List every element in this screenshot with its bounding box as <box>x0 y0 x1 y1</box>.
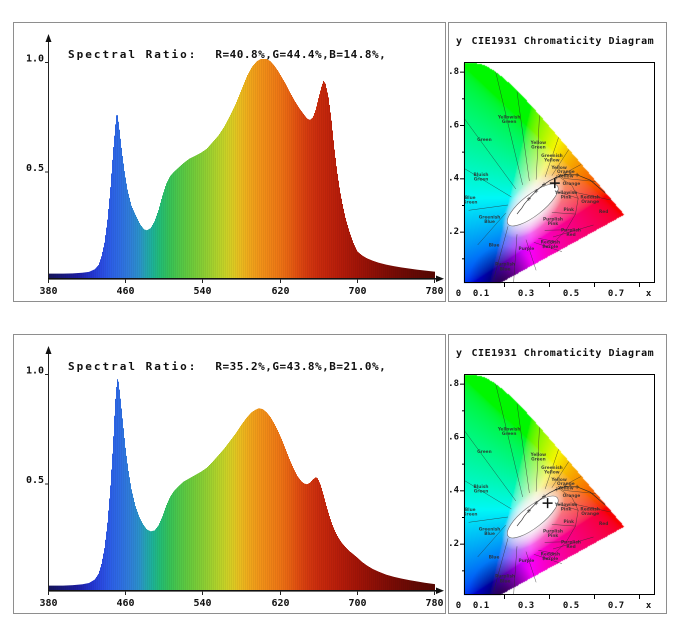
cie-title-row-bottom: y CIE1931 Chromaticity Diagram <box>456 348 654 359</box>
cie-title: CIE1931 Chromaticity Diagram <box>471 348 655 359</box>
cie-y-axis-label: y <box>456 348 463 359</box>
spd-title-top: Spectral Ratio: R=40.8%,G=44.4%,B=14.8%, <box>68 48 386 61</box>
spd-panel-bottom: Spectral Ratio: R=35.2%,G=43.8%,B=21.0%, <box>13 334 446 614</box>
spd-ratio-values: R=40.8%,G=44.4%,B=14.8%, <box>215 48 387 61</box>
cie-panel-bottom: y CIE1931 Chromaticity Diagram <box>448 334 667 614</box>
cie-diagram-top-canvas <box>449 23 666 301</box>
spd-title-label: Spectral Ratio: <box>68 48 198 61</box>
cie-panel-top: y CIE1931 Chromaticity Diagram <box>448 22 667 302</box>
cie-diagram-bottom-canvas <box>449 335 666 613</box>
spd-title-label: Spectral Ratio: <box>68 360 198 373</box>
spd-panel-top: Spectral Ratio: R=40.8%,G=44.4%,B=14.8%, <box>13 22 446 302</box>
cie-y-axis-label: y <box>456 36 463 47</box>
cie-title: CIE1931 Chromaticity Diagram <box>471 36 655 47</box>
spd-chart-bottom-canvas <box>14 335 445 613</box>
cie-title-row-top: y CIE1931 Chromaticity Diagram <box>456 36 654 47</box>
spd-chart-top-canvas <box>14 23 445 301</box>
spd-ratio-values: R=35.2%,G=43.8%,B=21.0%, <box>215 360 387 373</box>
spd-title-bottom: Spectral Ratio: R=35.2%,G=43.8%,B=21.0%, <box>68 360 386 373</box>
